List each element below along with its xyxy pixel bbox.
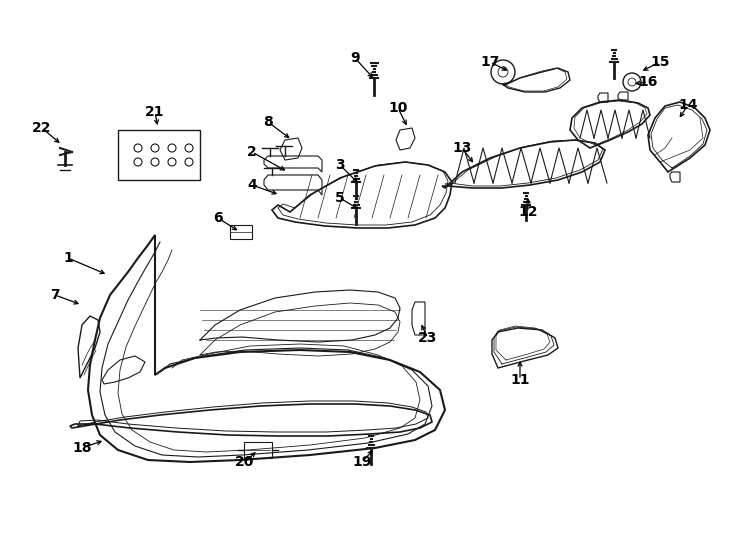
Text: 10: 10 bbox=[388, 101, 407, 115]
Text: 13: 13 bbox=[452, 141, 472, 155]
Bar bbox=[230, 225, 252, 239]
Text: 22: 22 bbox=[32, 121, 52, 135]
Text: 8: 8 bbox=[263, 115, 273, 129]
Text: 21: 21 bbox=[145, 105, 164, 119]
Text: 4: 4 bbox=[247, 178, 257, 192]
Text: 5: 5 bbox=[335, 191, 345, 205]
Text: 12: 12 bbox=[518, 205, 538, 219]
Text: 9: 9 bbox=[350, 51, 360, 65]
Text: 23: 23 bbox=[418, 331, 437, 345]
Text: 15: 15 bbox=[650, 55, 669, 69]
Text: 16: 16 bbox=[639, 75, 658, 89]
Bar bbox=[244, 442, 272, 458]
Text: 18: 18 bbox=[72, 441, 92, 455]
Text: 14: 14 bbox=[678, 98, 698, 112]
Text: 2: 2 bbox=[247, 145, 257, 159]
Text: 17: 17 bbox=[480, 55, 500, 69]
Text: 3: 3 bbox=[335, 158, 345, 172]
Text: 11: 11 bbox=[510, 373, 530, 387]
Text: 6: 6 bbox=[213, 211, 223, 225]
Text: 7: 7 bbox=[50, 288, 59, 302]
Text: 1: 1 bbox=[63, 251, 73, 265]
Text: 20: 20 bbox=[236, 455, 255, 469]
Text: 19: 19 bbox=[352, 455, 371, 469]
